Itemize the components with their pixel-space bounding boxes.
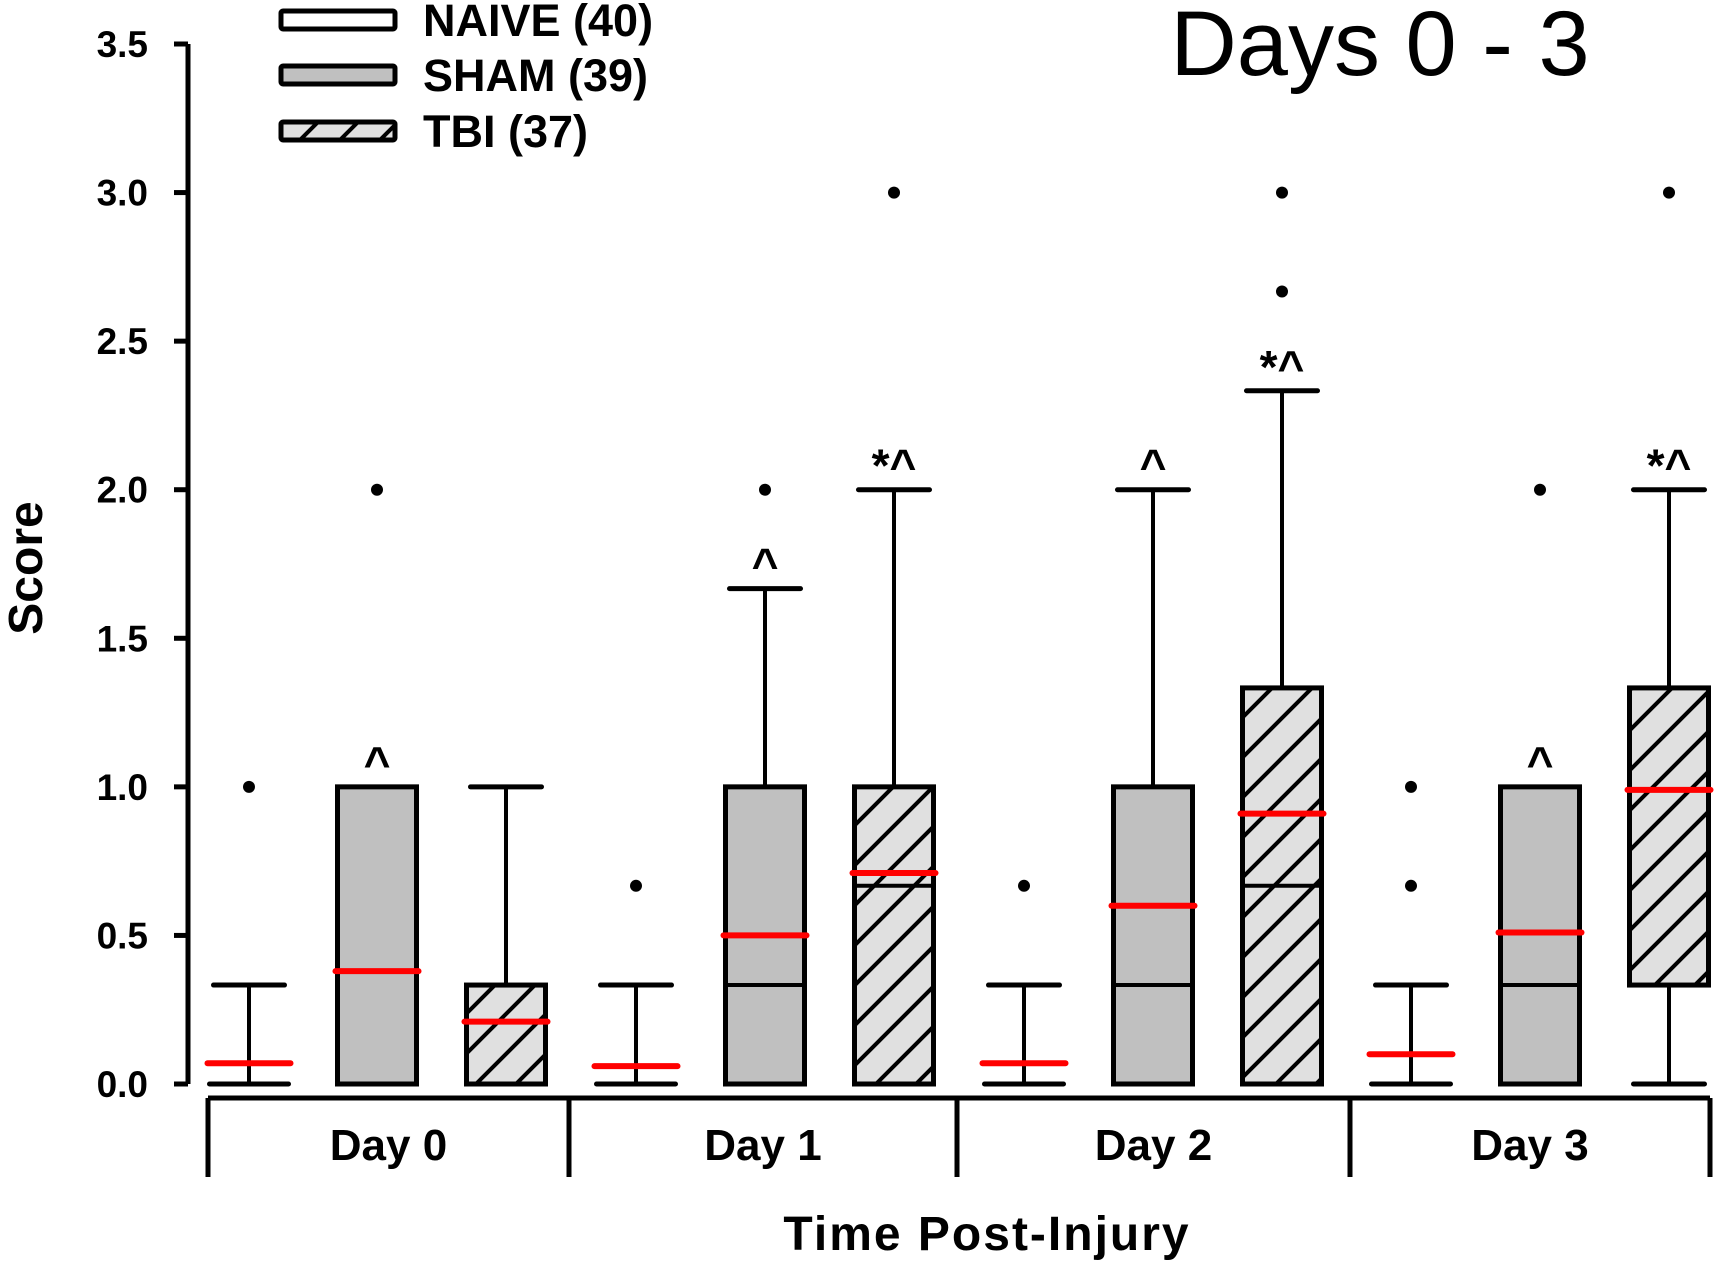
significance-annotation: *^ <box>872 440 917 492</box>
legend-swatch-tbi <box>278 119 398 143</box>
box-tbi-3: *^ <box>1624 186 1714 1087</box>
box-naive-0 <box>204 780 294 1087</box>
y-tick-label: 2.0 <box>97 470 148 511</box>
significance-annotation: *^ <box>1260 341 1305 393</box>
box-sham-1: ^ <box>720 483 810 1087</box>
outlier-point <box>888 186 900 199</box>
x-tick-label: Day 0 <box>330 1121 447 1170</box>
legend-label-sham: SHAM (39) <box>423 50 648 101</box>
outlier-point <box>630 879 642 892</box>
box-body <box>335 784 419 1087</box>
outlier-point <box>1276 186 1288 199</box>
outlier-point <box>1534 483 1546 496</box>
outlier-point <box>1018 879 1030 892</box>
significance-annotation: ^ <box>752 539 779 591</box>
outlier-point <box>1405 780 1417 793</box>
outlier-point <box>1663 186 1675 199</box>
legend-label-tbi: TBI (37) <box>423 106 588 157</box>
y-tick-label: 1.5 <box>97 618 148 659</box>
y-tick-label: 3.0 <box>97 173 148 214</box>
box-tbi-1: *^ <box>849 186 939 1087</box>
x-axis-label: Time Post-Injury <box>783 1208 1190 1261</box>
box-body <box>1627 685 1711 988</box>
y-tick-label: 1.0 <box>97 767 148 808</box>
box-body <box>1111 784 1195 1087</box>
box-tbi-2: *^ <box>1237 186 1327 1087</box>
box-naive-2 <box>979 879 1069 1087</box>
box-sham-3: ^ <box>1495 483 1585 1087</box>
box-body <box>464 982 548 1087</box>
box-body <box>852 784 936 1087</box>
outlier-point <box>243 780 255 793</box>
legend: NAIVE (40)SHAM (39)TBI (37) <box>278 0 653 157</box>
significance-annotation: *^ <box>1647 440 1692 492</box>
significance-annotation: ^ <box>364 737 391 789</box>
legend-swatch-naive <box>278 8 398 32</box>
box-naive-1 <box>591 879 681 1087</box>
outlier-point <box>1405 879 1417 892</box>
y-tick-label: 2.5 <box>97 321 148 362</box>
chart-title: Days 0 - 3 <box>1170 0 1589 95</box>
box-naive-3 <box>1366 780 1456 1087</box>
significance-annotation: ^ <box>1527 737 1554 789</box>
box-sham-0: ^ <box>332 483 422 1087</box>
box-sham-2: ^ <box>1108 440 1198 1087</box>
legend-swatch-sham <box>278 63 398 87</box>
plot-area: 0.0 0.5 1.0 1.5 2.0 2.5 3.0 3.5 Day 0 Day 1 Day 2 D… <box>97 24 1714 1177</box>
y-axis-label: Score <box>0 501 53 634</box>
x-tick-label: Day 2 <box>1095 1121 1212 1170</box>
box-tbi-0 <box>461 784 551 1087</box>
x-tick-label: Day 1 <box>704 1121 821 1170</box>
significance-annotation: ^ <box>1140 440 1167 492</box>
y-tick-label: 3.5 <box>97 24 148 65</box>
x-tick-label: Day 3 <box>1471 1121 1588 1170</box>
legend-label-naive: NAIVE (40) <box>423 0 653 46</box>
y-tick-label: 0.5 <box>97 915 148 956</box>
outlier-point <box>1276 285 1288 298</box>
outlier-point <box>759 483 771 496</box>
outlier-point <box>371 483 383 496</box>
y-tick-label: 0.0 <box>97 1064 148 1105</box>
